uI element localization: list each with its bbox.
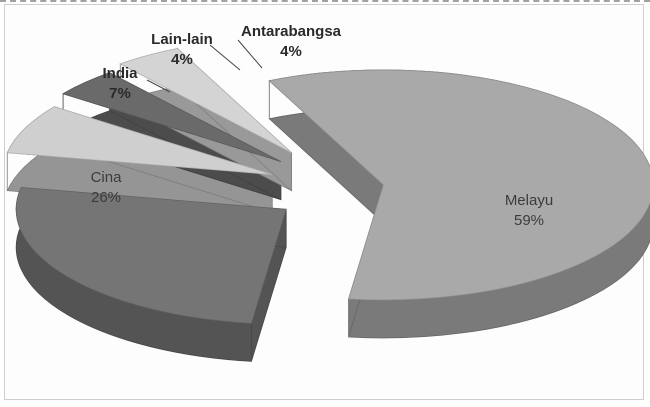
slice-melayu <box>268 69 650 301</box>
slice-india <box>6 106 273 175</box>
scan-edge <box>0 0 650 8</box>
slice-lain-lain <box>62 72 282 163</box>
slice-tops <box>6 48 650 324</box>
leader-line-antarabangsa <box>237 39 263 69</box>
leader-line-lain-lain <box>209 44 241 71</box>
leader-lines <box>146 39 263 93</box>
leader-line-india <box>146 79 171 93</box>
slice-antarabangsa <box>119 48 292 154</box>
slice-label-antarabangsa: Antarabangsa 4% <box>241 23 342 60</box>
slice-labels: Melayu 59% Cina 26% India 7% Lain-lain 4% Antara… <box>91 23 554 229</box>
slice-label-cina: Cina 26% <box>91 169 123 206</box>
slice-label-india: India 7% <box>102 65 138 102</box>
slice-label-melayu: Melayu 59% <box>505 192 553 229</box>
slice-cina <box>15 186 287 324</box>
slice-label-lain-lain: Lain-lain 4% <box>151 31 213 68</box>
